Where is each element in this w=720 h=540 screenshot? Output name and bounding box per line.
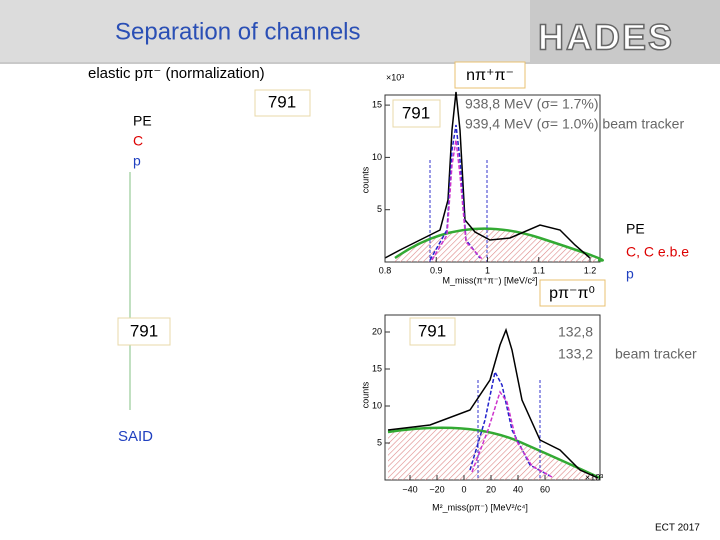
blue-curve <box>469 369 551 477</box>
footer: ECT 2017 <box>655 523 700 534</box>
green-curve <box>394 227 604 262</box>
x-tick-label: 60 <box>540 484 550 494</box>
exponent: ×10³ <box>585 472 603 482</box>
x-tick-label: 1.1 <box>532 265 545 275</box>
logo: HADES <box>538 17 674 58</box>
result: 939,4 MeV (σ= 1.0%) beam tracker <box>465 116 684 132</box>
title: Separation of channels <box>115 18 361 45</box>
y-label: counts <box>360 166 370 193</box>
legend-p: p <box>626 266 634 282</box>
box-label: 791 <box>130 321 158 340</box>
exponent: ×10³ <box>386 72 404 82</box>
channel-label: pπ⁻π⁰ <box>549 285 595 302</box>
x-tick-label: 40 <box>513 484 523 494</box>
x-tick-label: −20 <box>429 484 444 494</box>
x-tick-label: 1.2 <box>584 265 597 275</box>
box-label: 791 <box>418 321 446 340</box>
result: 938,8 MeV (σ= 1.7%) <box>465 96 599 112</box>
channel-box <box>454 61 526 89</box>
legend-pe: PE <box>133 113 152 129</box>
x-tick-label: 0 <box>461 484 466 494</box>
legend-p: p <box>133 153 141 169</box>
y-tick-label: 10 <box>372 400 382 410</box>
x-label: M²_miss(pπ⁻) [MeV²/c⁴] <box>432 502 528 512</box>
x-tick-label: 0.8 <box>379 265 392 275</box>
x-tick-label: 20 <box>486 484 496 494</box>
x-label: M_miss(π⁺π⁻) [MeV/c²] <box>443 275 538 285</box>
y-tick-label: 15 <box>372 363 382 373</box>
x-tick-label: 0.9 <box>430 265 443 275</box>
box <box>117 317 171 346</box>
black-curve <box>387 327 599 479</box>
legend-pe: PE <box>626 221 645 237</box>
header-band <box>0 0 720 64</box>
legend-c: C <box>133 133 143 149</box>
y-tick-label: 10 <box>372 152 382 162</box>
y-tick-label: 20 <box>372 326 382 336</box>
background-fill <box>388 427 600 480</box>
legend-c: C, C e.b.e <box>626 244 689 260</box>
box <box>409 317 456 346</box>
result: beam tracker <box>615 346 697 362</box>
result: 133,2 <box>558 346 593 362</box>
header-highlight <box>0 0 530 62</box>
box <box>254 89 311 117</box>
y-label: counts <box>360 381 370 408</box>
black-curve <box>384 91 591 259</box>
y-tick-label: 5 <box>377 437 382 447</box>
channel-box <box>539 279 606 307</box>
said: SAID <box>118 428 153 445</box>
x-tick-label: 1 <box>485 265 490 275</box>
box-label: 791 <box>268 92 296 111</box>
background-fill <box>395 228 603 262</box>
box-label: 791 <box>402 103 430 122</box>
channel-label: nπ⁺π⁻ <box>466 67 514 84</box>
magenta-curve <box>471 390 553 478</box>
box <box>392 99 441 128</box>
x-tick-label: −40 <box>402 484 417 494</box>
left-heading: elastic pπ⁻ (normalization) <box>88 65 265 82</box>
result: 132,8 <box>558 324 593 340</box>
y-tick-label: 5 <box>377 204 382 214</box>
y-tick-label: 15 <box>372 99 382 109</box>
